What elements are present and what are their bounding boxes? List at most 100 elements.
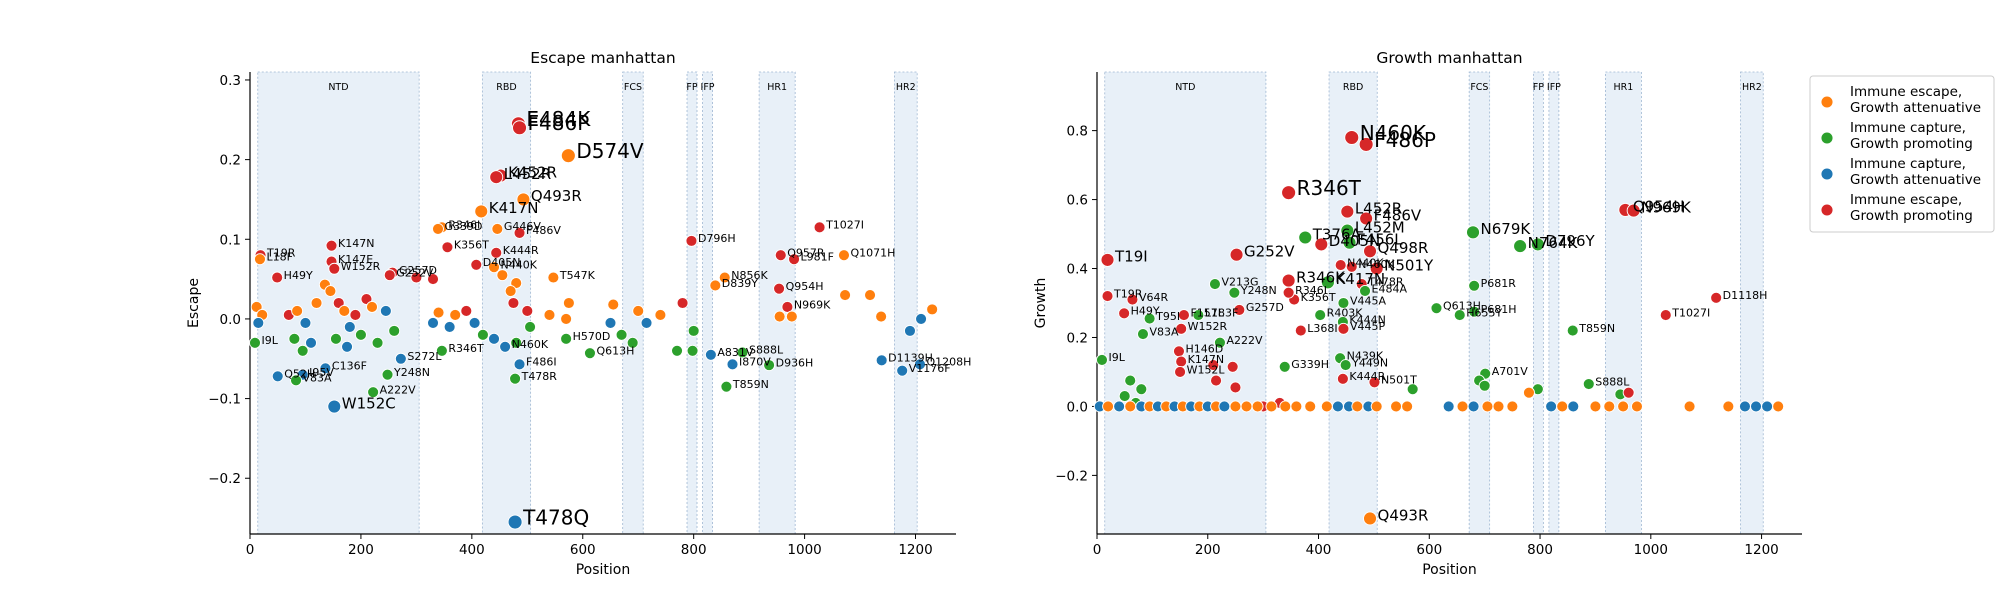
data-point (1359, 284, 1371, 297)
y-tick-label: 0.1 (220, 232, 241, 248)
point-label: D1118H (1723, 289, 1768, 302)
data-point (839, 289, 852, 301)
point-label: N969K (1641, 198, 1692, 216)
y-tick-label: 0.4 (1067, 262, 1088, 278)
data-point (914, 358, 926, 371)
point-label: K444R (503, 244, 539, 257)
data-point (310, 297, 323, 309)
point-label: R346I (1295, 284, 1327, 297)
data-point (432, 222, 444, 235)
data-point (349, 308, 362, 321)
point-label: A222V (1226, 334, 1263, 347)
point-label: V1176F (909, 362, 951, 375)
legend-label-line2: Growth attenuative (1850, 172, 1981, 188)
point-label: N501Y (1384, 256, 1434, 274)
point-label: F157L (1190, 306, 1224, 319)
point-label: W152C (342, 394, 396, 412)
y-axis-label: Escape (186, 278, 202, 328)
data-point (1218, 400, 1231, 413)
data-point (474, 204, 489, 219)
point-label: Q493R (531, 187, 582, 205)
data-point (896, 364, 909, 377)
data-point (1177, 309, 1190, 322)
data-point (516, 192, 531, 207)
point-label: G446V (504, 220, 542, 233)
y-tick-label: −0.1 (208, 392, 241, 408)
data-point (1337, 297, 1350, 309)
data-point (1739, 400, 1751, 413)
x-tick-label: 600 (1416, 542, 1442, 558)
x-tick-label: 200 (348, 542, 374, 558)
region-label: HR1 (1613, 82, 1633, 93)
data-point (1603, 400, 1616, 413)
region-label: RBD (1343, 82, 1363, 93)
point-label: V445P (1350, 320, 1386, 333)
region-label: IFP (1547, 82, 1561, 93)
data-point (381, 368, 394, 381)
point-label: H49Y (1131, 305, 1160, 318)
data-point (1233, 303, 1246, 316)
data-point (1456, 400, 1469, 413)
data-point (521, 305, 534, 317)
data-point (513, 226, 526, 239)
point-label: E484A (1372, 282, 1408, 295)
data-point (1359, 211, 1374, 226)
point-label: I9L (261, 334, 278, 347)
data-point (1351, 400, 1364, 413)
data-point (1102, 400, 1115, 413)
data-point (299, 316, 312, 329)
chart-title: Growth manhattan (1376, 49, 1522, 67)
region-label: HR2 (896, 82, 916, 93)
data-point (1545, 400, 1558, 413)
point-label: T19R (1113, 287, 1143, 300)
data-point (1228, 286, 1241, 299)
data-point (1314, 237, 1329, 252)
x-tick-label: 0 (246, 542, 255, 558)
data-point (1492, 400, 1505, 413)
data-point (1337, 322, 1350, 335)
data-point (720, 380, 733, 393)
region-rbd (481, 71, 532, 535)
data-point (1506, 400, 1519, 413)
data-point (838, 249, 850, 262)
point-label: V64R (1139, 291, 1169, 304)
y-tick-label: 0.0 (220, 312, 241, 328)
legend-marker-orange (1820, 95, 1834, 109)
data-point (296, 344, 309, 357)
data-point (1226, 360, 1239, 373)
region-label: RBD (496, 82, 516, 93)
data-point (496, 269, 509, 282)
data-point (460, 305, 473, 317)
data-point (490, 246, 503, 259)
data-point (543, 308, 556, 321)
data-point (291, 305, 304, 317)
point-label: C136F (332, 360, 367, 373)
data-point (249, 336, 261, 349)
region-hr1 (1604, 71, 1642, 535)
point-label: G252V (1244, 243, 1295, 261)
data-point (443, 320, 456, 333)
data-point (864, 289, 876, 301)
data-point (1096, 353, 1108, 366)
point-label: V83A (303, 372, 333, 385)
data-point (562, 297, 575, 309)
data-point (1207, 359, 1220, 372)
data-point (726, 358, 739, 371)
y-tick-label: 0.2 (1067, 330, 1088, 346)
data-point (305, 336, 317, 349)
point-label: Q498R (1378, 239, 1429, 257)
point-label: R346T (448, 342, 484, 355)
data-point (427, 273, 439, 286)
point-label: L981F (801, 251, 834, 264)
y-axis-label: Growth (1033, 278, 1049, 329)
data-point (1478, 379, 1491, 392)
data-point (1279, 400, 1292, 413)
point-label: R403K (1327, 306, 1364, 319)
data-point (468, 316, 481, 329)
data-point (1722, 400, 1735, 413)
region-fp (1533, 71, 1544, 535)
point-label: T547K (559, 269, 596, 282)
data-point (488, 332, 500, 345)
data-point (1281, 273, 1296, 288)
